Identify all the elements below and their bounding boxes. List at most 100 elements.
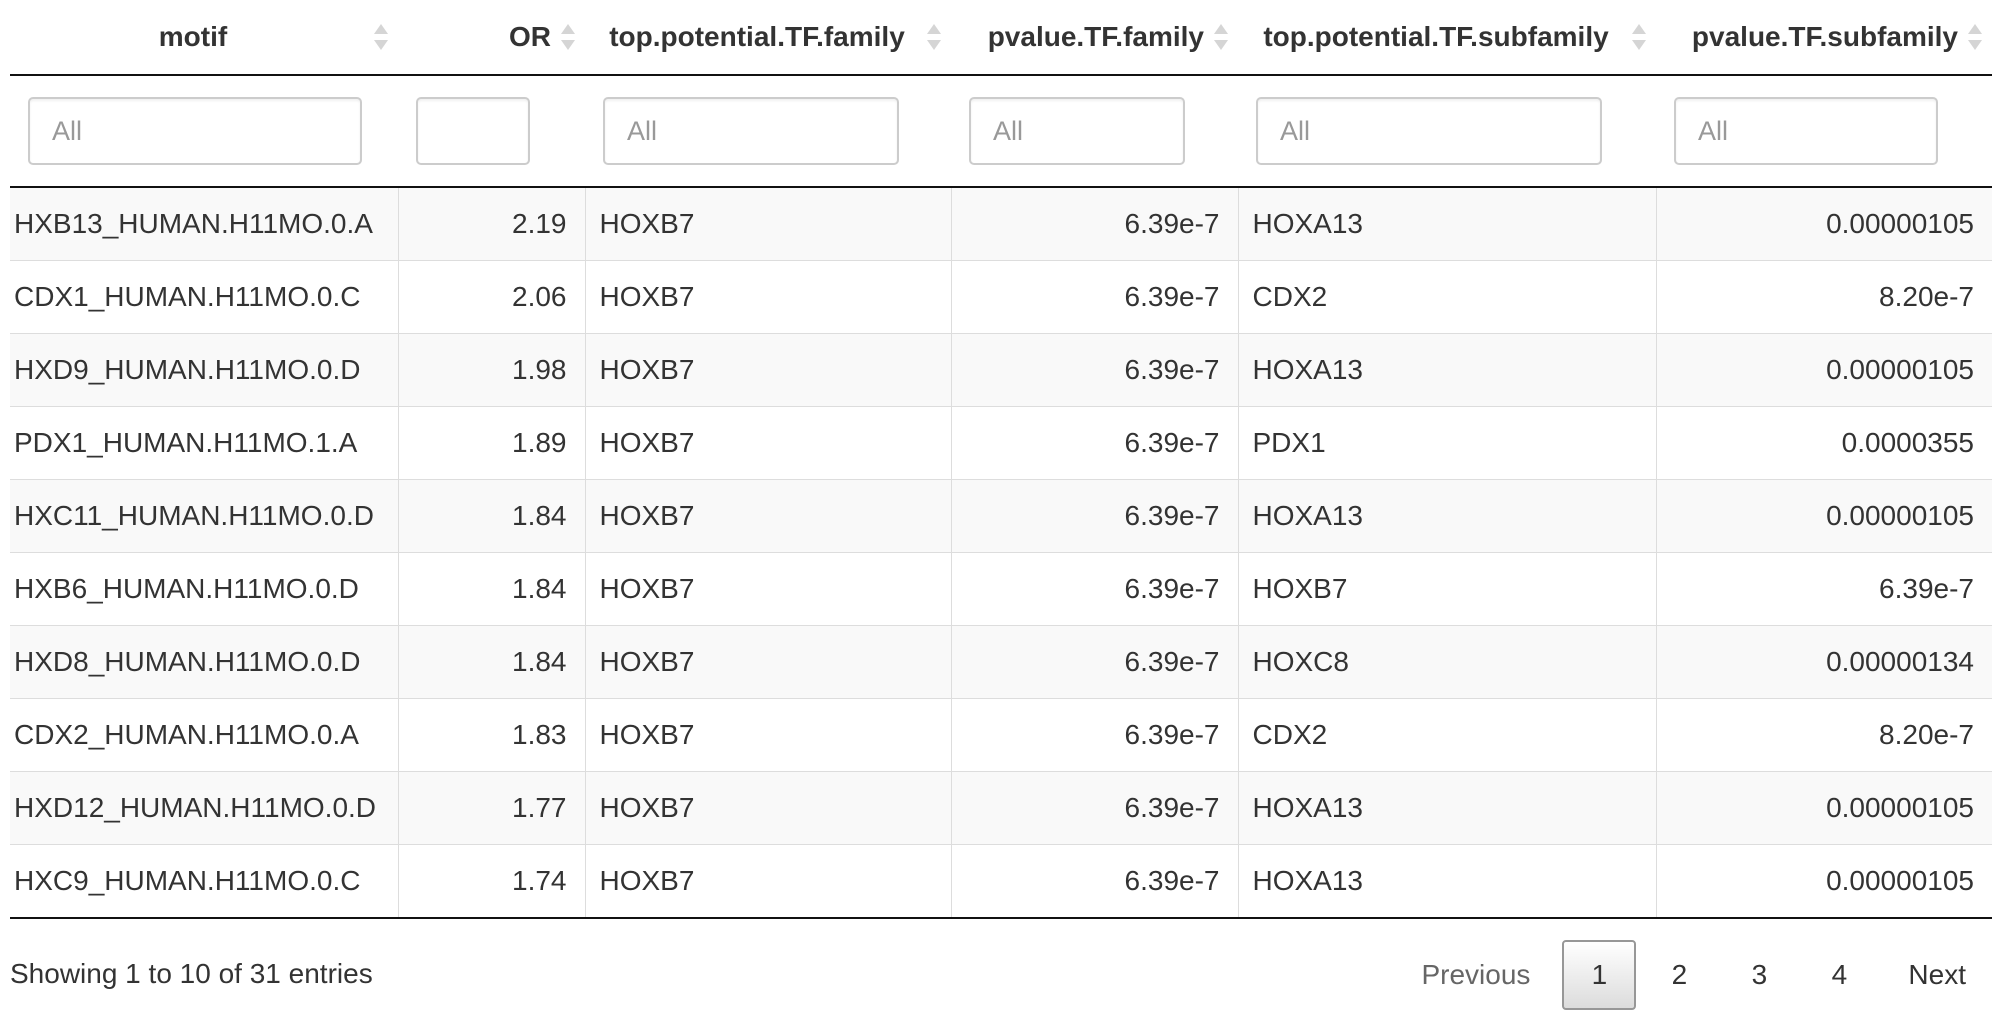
cell-top-potential-tf-subfamily: PDX1 (1237, 406, 1656, 480)
cell-motif: HXC9_HUMAN.H11MO.0.C (10, 844, 398, 919)
table-row[interactable]: HXC11_HUMAN.H11MO.0.D 1.84 HOXB7 6.39e-7… (10, 479, 1992, 553)
column-header-or[interactable]: OR (398, 0, 585, 75)
table-info: Showing 1 to 10 of 31 entries (10, 958, 373, 989)
pagination-previous-button[interactable]: Previous (1421, 959, 1531, 990)
sort-both-icon (927, 24, 941, 50)
column-header-top-potential-tf-family[interactable]: top.potential.TF.family (585, 0, 951, 75)
cell-top-potential-tf-family: HOXB7 (584, 698, 951, 772)
filter-cell-or (398, 74, 585, 188)
column-header-top-potential-tf-subfamily[interactable]: top.potential.TF.subfamily (1238, 0, 1656, 75)
pagination-next-button[interactable]: Next (1908, 959, 1966, 990)
table-body: HXB13_HUMAN.H11MO.0.A 2.19 HOXB7 6.39e-7… (10, 187, 1992, 919)
cell-or: 1.77 (397, 771, 585, 845)
cell-or: 1.83 (397, 698, 585, 772)
cell-pvalue-tf-subfamily: 8.20e-7 (1655, 260, 1992, 334)
cell-motif: CDX2_HUMAN.H11MO.0.A (10, 698, 398, 772)
cell-pvalue-tf-subfamily: 0.00000105 (1655, 771, 1992, 845)
sort-both-icon (1214, 24, 1228, 50)
cell-top-potential-tf-family: HOXB7 (584, 844, 951, 919)
header-row: motif OR top.potential.TF.family pvalue.… (10, 0, 1992, 75)
cell-top-potential-tf-subfamily: HOXA13 (1237, 333, 1656, 407)
column-header-pvalue-tf-family[interactable]: pvalue.TF.family (951, 0, 1238, 75)
cell-or: 1.98 (397, 333, 585, 407)
column-header-label: OR (509, 21, 551, 52)
cell-top-potential-tf-family: HOXB7 (584, 406, 951, 480)
table-row[interactable]: HXB13_HUMAN.H11MO.0.A 2.19 HOXB7 6.39e-7… (10, 187, 1992, 261)
cell-motif: HXD8_HUMAN.H11MO.0.D (10, 625, 398, 699)
cell-or: 1.84 (397, 625, 585, 699)
table-row[interactable]: CDX2_HUMAN.H11MO.0.A 1.83 HOXB7 6.39e-7 … (10, 698, 1992, 772)
cell-pvalue-tf-family: 6.39e-7 (950, 187, 1238, 261)
cell-pvalue-tf-family: 6.39e-7 (950, 406, 1238, 480)
results-table-container: motif OR top.potential.TF.family pvalue.… (10, 0, 1992, 919)
column-header-label: top.potential.TF.subfamily (1263, 21, 1609, 52)
filter-input-pvalue-tf-family[interactable] (969, 97, 1185, 165)
cell-motif: PDX1_HUMAN.H11MO.1.A (10, 406, 398, 480)
cell-motif: HXD9_HUMAN.H11MO.0.D (10, 333, 398, 407)
cell-or: 2.06 (397, 260, 585, 334)
cell-top-potential-tf-subfamily: CDX2 (1237, 260, 1656, 334)
filter-input-motif[interactable] (28, 97, 362, 165)
cell-pvalue-tf-subfamily: 0.00000105 (1655, 844, 1992, 919)
sort-both-icon (374, 24, 388, 50)
filter-input-top-potential-tf-family[interactable] (603, 97, 899, 165)
sort-both-icon (1968, 24, 1982, 50)
filter-input-top-potential-tf-subfamily[interactable] (1256, 97, 1602, 165)
sort-both-icon (561, 24, 575, 50)
column-header-label: pvalue.TF.family (987, 21, 1204, 52)
filter-cell-pvalue-tf-family (951, 74, 1238, 188)
filter-cell-pvalue-tf-subfamily (1656, 74, 1992, 188)
pagination-page-2-button[interactable]: 2 (1671, 959, 1688, 990)
cell-pvalue-tf-family: 6.39e-7 (950, 771, 1238, 845)
cell-pvalue-tf-subfamily: 6.39e-7 (1655, 552, 1992, 626)
cell-pvalue-tf-family: 6.39e-7 (950, 625, 1238, 699)
cell-motif: CDX1_HUMAN.H11MO.0.C (10, 260, 398, 334)
table-row[interactable]: HXB6_HUMAN.H11MO.0.D 1.84 HOXB7 6.39e-7 … (10, 552, 1992, 626)
sort-both-icon (1632, 24, 1646, 50)
cell-top-potential-tf-subfamily: CDX2 (1237, 698, 1656, 772)
cell-top-potential-tf-family: HOXB7 (584, 479, 951, 553)
table-row[interactable]: HXD12_HUMAN.H11MO.0.D 1.77 HOXB7 6.39e-7… (10, 771, 1992, 845)
cell-motif: HXB6_HUMAN.H11MO.0.D (10, 552, 398, 626)
column-header-label: pvalue.TF.subfamily (1691, 21, 1958, 52)
cell-pvalue-tf-subfamily: 0.00000134 (1655, 625, 1992, 699)
filter-input-or[interactable] (416, 97, 530, 165)
filter-input-pvalue-tf-subfamily[interactable] (1674, 97, 1938, 165)
pagination-page-1-button[interactable]: 1 (1562, 940, 1637, 1010)
cell-pvalue-tf-subfamily: 0.0000355 (1655, 406, 1992, 480)
table-row[interactable]: HXC9_HUMAN.H11MO.0.C 1.74 HOXB7 6.39e-7 … (10, 844, 1992, 919)
pagination: Previous 1 2 3 4 Next (1389, 940, 1992, 1010)
cell-top-potential-tf-subfamily: HOXC8 (1237, 625, 1656, 699)
cell-pvalue-tf-family: 6.39e-7 (950, 698, 1238, 772)
table-row[interactable]: HXD8_HUMAN.H11MO.0.D 1.84 HOXB7 6.39e-7 … (10, 625, 1992, 699)
cell-top-potential-tf-subfamily: HOXA13 (1237, 479, 1656, 553)
column-header-pvalue-tf-subfamily[interactable]: pvalue.TF.subfamily (1656, 0, 1992, 75)
column-header-label: top.potential.TF.family (609, 21, 905, 52)
cell-top-potential-tf-subfamily: HOXA13 (1237, 771, 1656, 845)
cell-pvalue-tf-subfamily: 0.00000105 (1655, 333, 1992, 407)
cell-pvalue-tf-family: 6.39e-7 (950, 552, 1238, 626)
pagination-page-4-button[interactable]: 4 (1831, 959, 1848, 990)
filter-cell-top-potential-tf-subfamily (1238, 74, 1656, 188)
table-row[interactable]: CDX1_HUMAN.H11MO.0.C 2.06 HOXB7 6.39e-7 … (10, 260, 1992, 334)
cell-or: 1.89 (397, 406, 585, 480)
cell-top-potential-tf-family: HOXB7 (584, 260, 951, 334)
cell-top-potential-tf-family: HOXB7 (584, 552, 951, 626)
table-row[interactable]: HXD9_HUMAN.H11MO.0.D 1.98 HOXB7 6.39e-7 … (10, 333, 1992, 407)
cell-top-potential-tf-family: HOXB7 (584, 333, 951, 407)
cell-motif: HXB13_HUMAN.H11MO.0.A (10, 187, 398, 261)
cell-pvalue-tf-subfamily: 8.20e-7 (1655, 698, 1992, 772)
column-header-motif[interactable]: motif (10, 0, 398, 75)
cell-pvalue-tf-family: 6.39e-7 (950, 260, 1238, 334)
table-row[interactable]: PDX1_HUMAN.H11MO.1.A 1.89 HOXB7 6.39e-7 … (10, 406, 1992, 480)
cell-motif: HXD12_HUMAN.H11MO.0.D (10, 771, 398, 845)
cell-top-potential-tf-family: HOXB7 (584, 625, 951, 699)
filter-cell-motif (10, 74, 398, 188)
cell-pvalue-tf-family: 6.39e-7 (950, 479, 1238, 553)
cell-or: 1.74 (397, 844, 585, 919)
results-table: motif OR top.potential.TF.family pvalue.… (10, 0, 1992, 919)
pagination-page-3-button[interactable]: 3 (1751, 959, 1768, 990)
cell-top-potential-tf-subfamily: HOXA13 (1237, 844, 1656, 919)
cell-top-potential-tf-subfamily: HOXB7 (1237, 552, 1656, 626)
cell-top-potential-tf-family: HOXB7 (584, 771, 951, 845)
